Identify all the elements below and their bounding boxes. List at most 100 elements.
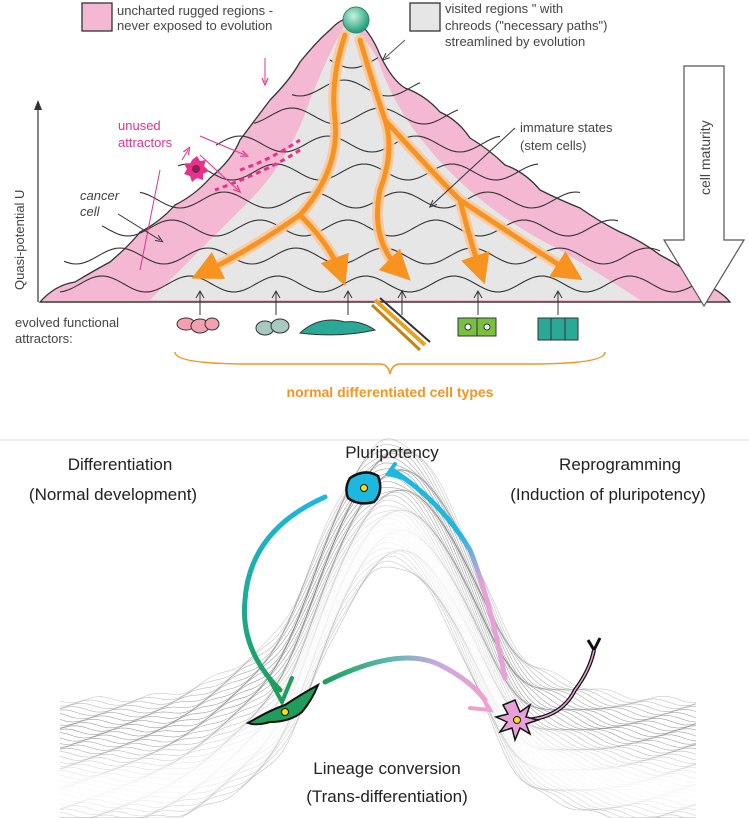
surface-line xyxy=(59,523,697,787)
surface-line xyxy=(59,518,697,784)
surface-line xyxy=(59,510,697,774)
surface-line xyxy=(59,444,697,707)
columnar-cells-icon xyxy=(537,317,579,341)
attractor-arrow xyxy=(397,289,407,315)
surface-line xyxy=(59,494,697,761)
surface-line xyxy=(59,530,697,796)
contour-line xyxy=(215,135,501,153)
pluripotent-cell-icon xyxy=(345,471,382,505)
teal-cells-icon xyxy=(298,319,377,336)
reprogramming-label: Reprogramming xyxy=(559,455,681,474)
cell-ball-icon xyxy=(342,6,370,34)
surface-line xyxy=(59,449,697,710)
surface-line xyxy=(59,529,697,793)
surface-line xyxy=(59,533,697,800)
top-landscape xyxy=(38,6,732,303)
legend-uncharted-line1: uncharted rugged regions - xyxy=(117,3,273,18)
gray-cells-icon xyxy=(255,318,290,336)
green-cells-icon xyxy=(457,317,497,337)
surface-line xyxy=(59,542,697,806)
legend-visited: visited regions " with chreods ("necessa… xyxy=(385,1,607,58)
legend-uncharted: uncharted rugged regions - never exposed… xyxy=(81,2,273,33)
contour-line xyxy=(139,191,581,209)
differentiation-label: Differentiation xyxy=(68,455,173,474)
attractor-arrow xyxy=(271,289,281,315)
differentiation-sublabel: (Normal development) xyxy=(29,485,197,504)
surface-line xyxy=(60,450,697,716)
pink-cells-icon xyxy=(176,317,220,334)
y-axis: Quasi-potential U xyxy=(12,100,42,302)
surface-line xyxy=(59,491,697,758)
legend-visited-line3: streamlined by evolution xyxy=(445,34,585,49)
surface-line xyxy=(59,548,697,809)
surface-line xyxy=(59,555,696,818)
attractor-arrow xyxy=(343,289,353,315)
lineage-conversion-label: Lineage conversion xyxy=(313,759,460,778)
legend-visited-line1: visited regions " with xyxy=(445,1,563,16)
reprogramming-sublabel: (Induction of pluripotency) xyxy=(510,485,706,504)
contour-line xyxy=(291,79,421,97)
surface-line xyxy=(59,468,697,729)
attractor-arrow xyxy=(553,289,563,315)
contour-line xyxy=(101,219,619,237)
attractor-arrow xyxy=(473,289,483,315)
pink-swatch xyxy=(81,2,113,32)
fibroblast-cell-icon xyxy=(245,682,320,726)
surface-line xyxy=(59,499,697,764)
surface-line xyxy=(59,470,697,735)
lineage-conversion-sublabel: (Trans-differentiation) xyxy=(306,787,468,806)
cancer-cell-icon xyxy=(184,156,209,182)
surface-line xyxy=(59,438,696,704)
surface-line xyxy=(59,462,697,726)
differentiation-arrow xyxy=(241,494,328,693)
surface-line xyxy=(59,549,697,812)
contour-line xyxy=(63,247,661,265)
legend-uncharted-line2: never exposed to evolution xyxy=(117,18,272,33)
surface-line xyxy=(60,566,696,818)
surface-line xyxy=(59,550,697,815)
surface-line xyxy=(59,453,697,720)
surface-line xyxy=(59,552,697,818)
immature-states-label-1: immature states xyxy=(520,120,613,135)
unused-attractors-label-2: attractors xyxy=(118,135,173,150)
surface-line xyxy=(59,449,697,713)
neuron-cell-icon xyxy=(493,637,602,743)
normal-cell-types-label: normal differentiated cell types xyxy=(287,384,494,400)
surface-line xyxy=(59,514,697,780)
contour-lines xyxy=(59,57,701,293)
epigenetic-surface xyxy=(59,438,697,818)
surface-line xyxy=(59,481,697,745)
lineage-conversion-arrow xyxy=(322,655,488,703)
surface-line xyxy=(59,509,697,770)
contour-line xyxy=(177,163,539,181)
surface-line xyxy=(59,536,697,803)
surface-line xyxy=(60,560,696,818)
gray-swatch xyxy=(409,2,441,32)
attractor-arrows xyxy=(195,289,563,315)
cancer-cell-label-1: cancer xyxy=(80,188,120,203)
surface-line xyxy=(59,475,697,742)
differentiated-cells xyxy=(176,297,579,352)
y-axis-label: Quasi-potential U xyxy=(12,190,27,290)
unused-attractors-label-1: unused xyxy=(118,118,161,133)
immature-states-label-2: (stem cells) xyxy=(520,138,586,153)
surface-line xyxy=(59,469,697,732)
contour-line xyxy=(253,107,459,125)
chreod-paths xyxy=(191,29,583,287)
cancer-cell-label-2: cell xyxy=(80,204,101,219)
surface-line xyxy=(59,490,697,755)
attractor-arrow xyxy=(195,289,205,315)
cell-maturity-label: cell maturity xyxy=(697,120,713,195)
muscle-fibers-icon xyxy=(370,297,431,352)
evolved-attractors-label-1: evolved functional xyxy=(15,315,119,330)
surface-line xyxy=(59,511,697,777)
evolved-attractors-label-2: attractors: xyxy=(15,331,73,346)
transition-arrows xyxy=(241,462,508,713)
surface-line xyxy=(59,505,697,768)
cell-maturity-arrow: cell maturity xyxy=(662,65,746,308)
orange-brace xyxy=(174,351,606,375)
reprogramming-arrow xyxy=(389,467,508,681)
pluripotency-label: Pluripotency xyxy=(345,443,439,462)
legend-visited-line2: chreods ("necessary paths") xyxy=(445,18,607,33)
